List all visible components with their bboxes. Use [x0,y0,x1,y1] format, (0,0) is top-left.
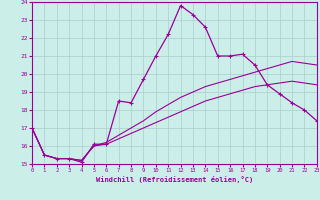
X-axis label: Windchill (Refroidissement éolien,°C): Windchill (Refroidissement éolien,°C) [96,176,253,183]
